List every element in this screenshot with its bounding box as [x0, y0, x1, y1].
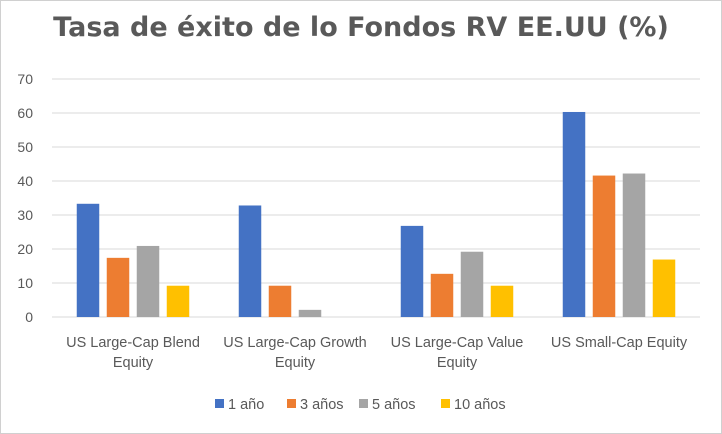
- bar: [298, 309, 322, 317]
- x-tick-label: US Large-Cap Value Equity: [391, 335, 524, 371]
- legend-item: 10 años: [441, 397, 506, 413]
- bar: [106, 257, 130, 317]
- y-tick-label: 0: [25, 309, 33, 325]
- bar: [652, 259, 676, 317]
- legend-label: 5 años: [372, 397, 416, 413]
- gridlines: [52, 78, 700, 318]
- legend-swatch: [359, 399, 368, 408]
- bars: [76, 111, 676, 317]
- bar: [268, 285, 292, 317]
- bar: [562, 111, 586, 317]
- legend-item: 5 años: [359, 397, 416, 413]
- bar: [238, 205, 262, 317]
- y-tick-label: 40: [17, 173, 33, 189]
- legend-swatch: [215, 399, 224, 408]
- bar: [622, 173, 646, 317]
- y-tick-label: 20: [17, 241, 33, 257]
- y-tick-label: 60: [17, 105, 33, 121]
- legend-item: 3 años: [287, 397, 344, 413]
- x-tick-label: US Large-Cap Growth Equity: [223, 335, 366, 371]
- bar: [166, 285, 190, 317]
- bar: [76, 203, 100, 317]
- legend-label: 10 años: [454, 397, 506, 413]
- legend-label: 1 año: [228, 397, 264, 413]
- bar: [430, 273, 454, 317]
- legend-item: 1 año: [215, 397, 264, 413]
- category-labels: US Large-Cap Blend Equity US Large-Cap Gro…: [66, 335, 688, 371]
- chart-title: Tasa de éxito de lo Fondos RV EE.UU (%): [53, 12, 669, 43]
- bar: [400, 225, 424, 317]
- y-tick-label: 10: [17, 275, 33, 291]
- y-tick-label: 30: [17, 207, 33, 223]
- y-axis-labels: 0 10 20 30 40 50 60 70: [17, 71, 33, 325]
- legend: 1 año 3 años 5 años 10 años: [215, 397, 506, 413]
- bar: [460, 251, 484, 317]
- bar: [136, 245, 160, 317]
- x-tick-label: US Small-Cap Equity: [551, 335, 688, 351]
- bar: [490, 285, 514, 317]
- y-tick-label: 50: [17, 139, 33, 155]
- legend-label: 3 años: [300, 397, 344, 413]
- legend-swatch: [441, 399, 450, 408]
- x-tick-label: US Large-Cap Blend Equity: [66, 335, 200, 371]
- bar: [592, 175, 616, 317]
- y-tick-label: 70: [17, 71, 33, 87]
- legend-swatch: [287, 399, 296, 408]
